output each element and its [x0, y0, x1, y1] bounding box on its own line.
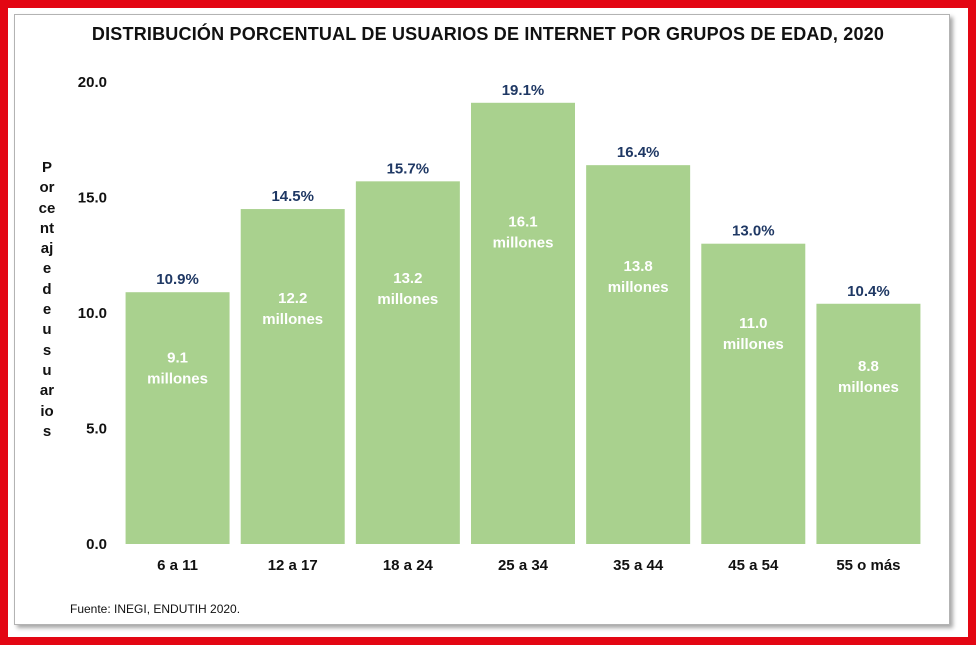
y-axis-label-fragment: s	[42, 422, 52, 440]
data-label: 14.5%	[271, 188, 314, 205]
data-label: 16.4%	[617, 144, 660, 161]
y-axis-label-fragment: aj	[40, 240, 54, 258]
x-tick-label: 25 a 34	[498, 557, 549, 574]
data-label: 10.4%	[847, 283, 890, 300]
x-tick-label: 6 a 11	[157, 557, 198, 574]
millions-value-label: 8.8	[858, 358, 879, 375]
y-tick-label: 10.0	[78, 305, 107, 322]
y-axis-label-fragment: d	[42, 280, 52, 298]
data-label: 19.1%	[502, 82, 545, 99]
millions-unit-label: millones	[377, 291, 438, 308]
y-axis-label-fragment: P	[41, 159, 52, 176]
millions-unit-label: millones	[147, 371, 208, 388]
y-tick-label: 20.0	[78, 74, 107, 91]
y-axis-label-fragment: io	[40, 402, 54, 420]
millions-value-label: 12.2	[278, 290, 307, 307]
y-axis-label-fragment: u	[42, 321, 52, 339]
data-label: 13.0%	[732, 223, 775, 240]
y-axis-label-fragment: ar	[39, 382, 55, 400]
y-tick-label: 5.0	[86, 421, 107, 438]
data-label: 15.7%	[387, 160, 430, 177]
x-tick-label: 45 a 54	[728, 557, 779, 574]
millions-value-label: 13.2	[393, 270, 422, 287]
y-tick-label: 15.0	[78, 190, 107, 207]
millions-unit-label: millones	[838, 379, 899, 396]
data-label: 10.9%	[156, 271, 199, 288]
y-axis-label-fragment: e	[42, 260, 52, 278]
x-tick-label: 35 a 44	[613, 557, 664, 574]
y-axis-label-fragment: s	[42, 341, 52, 359]
bar	[471, 102, 575, 544]
x-tick-label: 55 o más	[836, 557, 900, 574]
millions-value-label: 9.1	[167, 350, 188, 367]
y-tick-label: 0.0	[86, 536, 107, 553]
bar	[586, 165, 691, 544]
bar	[355, 181, 460, 544]
millions-unit-label: millones	[493, 234, 554, 251]
y-axis-label-fragment: or	[39, 179, 55, 197]
millions-value-label: 13.8	[624, 258, 653, 275]
x-tick-label: 12 a 17	[268, 557, 318, 574]
bar	[240, 209, 345, 545]
y-axis-label-fragment: nt	[39, 219, 55, 237]
y-axis-label-fragment: ce	[38, 199, 56, 217]
millions-unit-label: millones	[262, 311, 323, 328]
bar	[701, 243, 806, 544]
y-axis-label-fragment: e	[42, 301, 52, 319]
x-tick-label: 18 a 24	[383, 557, 434, 574]
bar	[125, 292, 230, 544]
chart-title: DISTRIBUCIÓN PORCENTUAL DE USUARIOS DE I…	[91, 24, 885, 44]
millions-unit-label: millones	[723, 336, 784, 353]
y-axis-label-fragment: u	[42, 361, 52, 379]
millions-unit-label: millones	[608, 279, 669, 296]
source-note: Fuente: INEGI, ENDUTIH 2020.	[70, 602, 241, 616]
millions-value-label: 16.1	[508, 213, 537, 230]
bar	[816, 303, 921, 544]
millions-value-label: 11.0	[739, 315, 767, 332]
